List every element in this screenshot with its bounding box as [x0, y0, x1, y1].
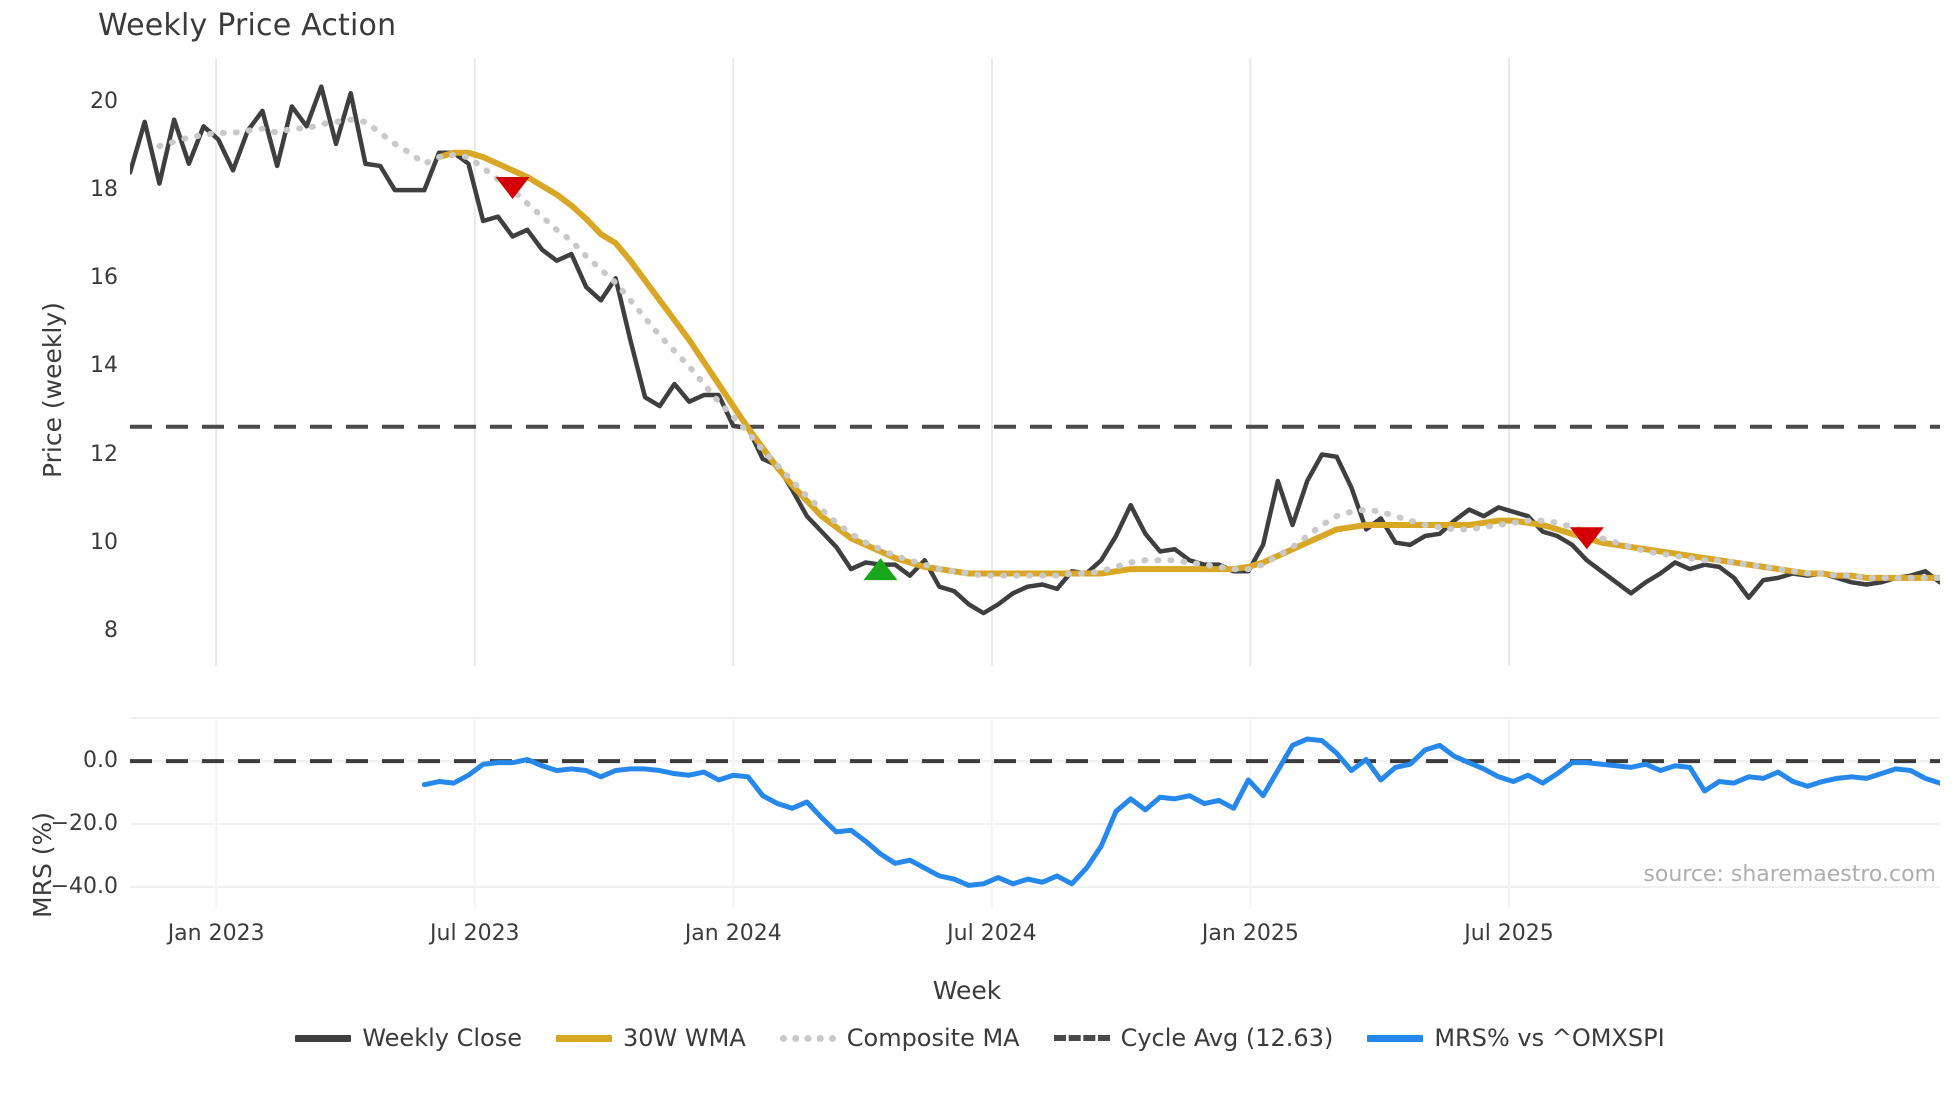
source-watermark: source: sharemaestro.com	[1643, 862, 1936, 887]
legend-label: 30W WMA	[622, 1024, 746, 1052]
mrs-plot-svg	[130, 717, 1940, 909]
price-y-tick-label: 12	[90, 441, 118, 467]
x-tick-label: Jul 2024	[947, 921, 1037, 946]
mrs-y-tick-label: −40.0	[50, 873, 118, 899]
legend-label: Weekly Close	[362, 1024, 522, 1052]
series-line-mrs-vs-omxspi	[421, 736, 1940, 888]
price-y-tick-label: 16	[90, 265, 118, 291]
legend-item[interactable]: Composite MA	[779, 1024, 1020, 1052]
chart-legend: Weekly Close 30W WMA Composite MA Cycle Avg…	[0, 1024, 1960, 1052]
buy-marker-1	[863, 558, 898, 581]
x-tick-label: Jul 2023	[430, 921, 520, 946]
mrs-plot-area	[130, 717, 1940, 909]
x-tick-label: Jan 2023	[167, 921, 265, 946]
price-y-tick-label: 10	[90, 529, 118, 555]
price-y-tick-label: 18	[90, 177, 118, 203]
x-tick-label: Jan 2024	[684, 921, 782, 946]
price-y-tick-label: 14	[90, 353, 118, 379]
x-tick-label: Jan 2025	[1201, 921, 1299, 946]
series-line-30w-wma	[436, 149, 1940, 581]
series-line-weekly-close	[130, 84, 1940, 616]
mrs-y-tick-label: 0.0	[83, 748, 118, 774]
legend-label: Cycle Avg (12.63)	[1120, 1024, 1334, 1052]
x-tick-label: Jul 2025	[1464, 921, 1554, 946]
page-title: Weekly Price Action	[98, 8, 397, 43]
x-axis-label: Week	[0, 976, 1960, 1005]
sell-marker-2	[1569, 527, 1604, 550]
legend-item[interactable]: MRS% vs ^OMXSPI	[1367, 1024, 1665, 1052]
legend-item[interactable]: Weekly Close	[295, 1024, 522, 1052]
price-y-tick-label: 20	[90, 89, 118, 115]
price-y-tick-label: 8	[104, 617, 118, 643]
legend-label: MRS% vs ^OMXSPI	[1434, 1024, 1665, 1052]
legend-label: Composite MA	[846, 1024, 1020, 1052]
x-axis-label-text: Week	[932, 976, 1002, 1005]
series-line-composite-ma	[156, 116, 1940, 581]
price-plot-area	[130, 58, 1940, 666]
mrs-y-tick-label: −20.0	[50, 811, 118, 837]
legend-item[interactable]: 30W WMA	[555, 1024, 746, 1052]
price-plot-svg	[130, 58, 1940, 666]
sell-marker-0	[495, 176, 530, 199]
legend-item[interactable]: Cycle Avg (12.63)	[1053, 1024, 1334, 1052]
